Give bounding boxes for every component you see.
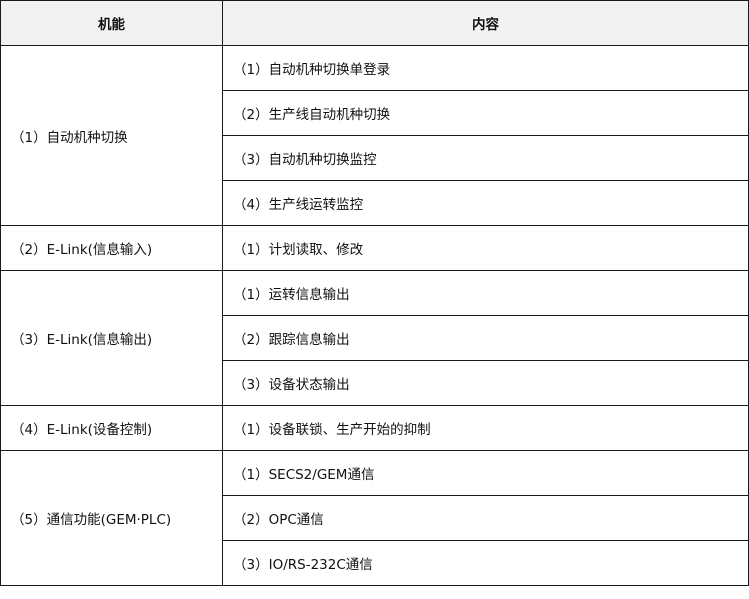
content-cell: （2）生产线自动机种切换 — [222, 90, 749, 136]
table-row: （4）E-Link(设备控制) （1）设备联锁、生产开始的抑制 — [0, 405, 749, 451]
function-cell: （3）E-Link(信息输出) — [0, 270, 223, 406]
content-cell: （2）OPC通信 — [222, 495, 749, 541]
content-cell: （1）自动机种切换单登录 — [222, 45, 749, 91]
content-cell: （1）运转信息输出 — [222, 270, 749, 316]
table-row: （2）生产线自动机种切换 — [1, 90, 749, 136]
function-cell: （4）E-Link(设备控制) — [0, 405, 223, 451]
content-cell: （3）IO/RS-232C通信 — [222, 540, 749, 586]
table-row: （1）自动机种切换 （1）自动机种切换单登录 — [0, 45, 749, 226]
content-cell: （1）设备联锁、生产开始的抑制 — [222, 405, 749, 451]
content-cell: （2）跟踪信息输出 — [222, 315, 749, 361]
header-function: 机能 — [0, 0, 223, 46]
table-row: （2）跟踪信息输出 — [1, 315, 749, 361]
content-cell: （1）SECS2/GEM通信 — [222, 450, 749, 496]
function-cell: （1）自动机种切换 — [0, 45, 223, 226]
content-cell: （3）设备状态输出 — [222, 360, 749, 406]
content-cell: （3）自动机种切换监控 — [222, 135, 749, 181]
header-row: 机能 内容 — [0, 0, 749, 46]
content-cell: （1）计划读取、修改 — [222, 225, 749, 271]
table-row: （3）自动机种切换监控 — [1, 135, 749, 181]
function-cell: （2）E-Link(信息输入) — [0, 225, 223, 271]
function-cell: （5）通信功能(GEM·PLC) — [0, 450, 223, 586]
table-row: （3）E-Link(信息输出) （1）运转信息输出 — [0, 270, 749, 406]
table-row: （2）E-Link(信息输入) （1）计划读取、修改 — [0, 225, 749, 271]
header-content: 内容 — [222, 0, 749, 46]
table-row: （5）通信功能(GEM·PLC) （1）SECS2/GEM通信 — [0, 450, 749, 586]
table-row: （2）OPC通信 — [1, 495, 749, 541]
content-cell: （4）生产线运转监控 — [222, 180, 749, 226]
function-table: 机能 内容 （1）自动机种切换 （1）自动机种切换单登录 （2）生产线自动机种切换（… — [0, 0, 749, 586]
table-row: （3）IO/RS-232C通信 — [1, 540, 749, 586]
